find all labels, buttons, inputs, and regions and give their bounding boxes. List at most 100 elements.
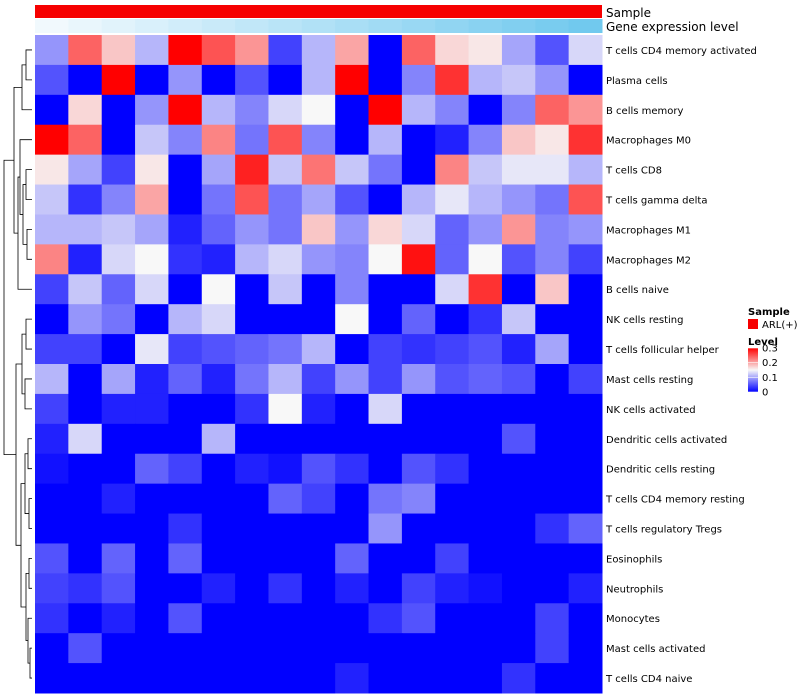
heatmap-cell (435, 214, 470, 245)
heatmap-cell (301, 483, 336, 515)
heatmap-cell (68, 124, 103, 156)
heatmap-cell (35, 154, 69, 186)
heatmap-cell (201, 214, 236, 245)
heatmap-cell (435, 423, 470, 455)
heatmap-cell (468, 393, 503, 425)
heatmap-cell (535, 184, 570, 215)
heatmap-cell (435, 94, 470, 126)
heatmap-cell (401, 35, 436, 66)
heatmap-cell (101, 483, 136, 515)
legend-level-tick-label: 0.1 (762, 373, 778, 384)
heatmap-cell (235, 244, 269, 275)
heatmap-cell (401, 214, 436, 245)
heatmap-cell (35, 573, 69, 604)
heatmap-cell (535, 274, 570, 305)
heatmap-cell (301, 274, 336, 305)
heatmap-cell (168, 573, 203, 604)
heatmap-cell (68, 35, 103, 66)
heatmap-cell (35, 184, 69, 215)
heatmap-cell (568, 364, 603, 395)
row-dendrogram (3, 49, 32, 679)
legend-level-tick-label: 0 (762, 388, 768, 399)
heatmap-cell (201, 364, 236, 395)
row-label: T cells CD4 memory activated (605, 46, 757, 57)
heatmap-cell (401, 184, 436, 215)
heatmap-cell (535, 663, 570, 694)
heatmap-cell (535, 94, 570, 126)
heatmap-cell (468, 663, 503, 694)
heatmap-cell (435, 393, 470, 425)
heatmap-cell (101, 423, 136, 455)
heatmap-cell (568, 214, 603, 245)
heatmap-cell (335, 603, 370, 634)
heatmap-cell (568, 184, 603, 215)
heatmap-cell (68, 393, 103, 425)
row-label: Neutrophils (606, 584, 663, 595)
heatmap-cell (168, 483, 203, 515)
heatmap-cell (235, 423, 269, 455)
heatmap-cell (168, 274, 203, 305)
heatmap-cell (235, 214, 269, 245)
heatmap-cell (68, 214, 103, 245)
heatmap-cell (335, 573, 370, 604)
heatmap-cell (168, 543, 203, 574)
heatmap-cell (401, 274, 436, 305)
heatmap-cell (168, 35, 203, 66)
heatmap-cell (401, 663, 436, 694)
heatmap-cell (268, 513, 303, 544)
heatmap-cell (68, 633, 103, 664)
row-label: T cells CD4 naive (605, 674, 692, 685)
heatmap-cell (268, 35, 303, 66)
heatmap-cell (268, 184, 303, 215)
heatmap-cell (401, 483, 436, 515)
heatmap-cell (201, 304, 236, 335)
heatmap-cell (501, 274, 536, 305)
heatmap-cell (568, 154, 603, 186)
heatmap-cell (201, 334, 236, 365)
heatmap-cell (368, 633, 403, 664)
heatmap-cell (101, 184, 136, 215)
heatmap-cell (101, 124, 136, 156)
heatmap-cell (135, 513, 169, 544)
heatmap-cell (501, 64, 536, 96)
heatmap-cell (535, 154, 570, 186)
heatmap-cell (368, 573, 403, 604)
heatmap-cell (401, 603, 436, 634)
heatmap-cell (168, 663, 203, 694)
heatmap-cell (135, 214, 169, 245)
heatmap-cell (201, 64, 236, 96)
heatmap-cell (368, 543, 403, 574)
heatmap-cell (368, 453, 403, 485)
heatmap-cell (535, 543, 570, 574)
heatmap-cell (501, 124, 536, 156)
heatmap-cell (68, 94, 103, 126)
annotation-sample-bar (35, 5, 602, 18)
heatmap-cell (201, 94, 236, 126)
heatmap-cell (35, 663, 69, 694)
heatmap-cell (535, 603, 570, 634)
legend: Sample ARL(+) Level 0.3 0.2 0.1 0 (748, 307, 798, 399)
heatmap-cell (368, 423, 403, 455)
heatmap-cell (468, 244, 503, 275)
annotation-expression-cell (301, 19, 336, 33)
annotation-expression-cell (535, 19, 570, 33)
heatmap-cell (235, 633, 269, 664)
heatmap-cell (368, 334, 403, 365)
row-label: Macrophages M2 (606, 255, 691, 266)
heatmap-cell (268, 364, 303, 395)
heatmap-cell (535, 334, 570, 365)
heatmap-cell (568, 663, 603, 694)
heatmap-cell (35, 633, 69, 664)
heatmap-cell (335, 154, 370, 186)
heatmap-cell (335, 94, 370, 126)
heatmap-cell (135, 64, 169, 96)
heatmap-cell (401, 543, 436, 574)
dendrogram-branch (24, 378, 32, 410)
heatmap-cell (135, 633, 169, 664)
heatmap-cell (335, 304, 370, 335)
heatmap-cell (101, 274, 136, 305)
heatmap-cell (68, 423, 103, 455)
heatmap-cell (135, 94, 169, 126)
